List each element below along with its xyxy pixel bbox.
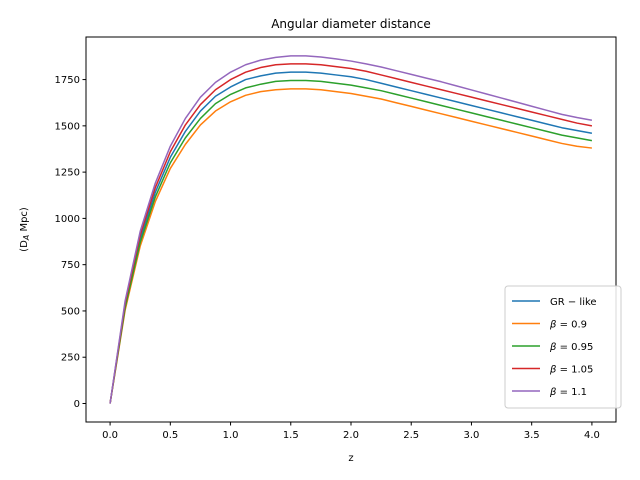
x-tick-label: 0.0: [102, 430, 118, 441]
chart-title: Angular diameter distance: [271, 17, 431, 31]
x-tick-label: 3.5: [524, 430, 540, 441]
legend-label: β = 1.1: [549, 387, 587, 398]
y-tick-label: 0: [74, 399, 80, 410]
x-axis-ticks: 0.0 0.5 1.0 1.5 2.0 2.5 3.0 3.5 4.0: [102, 422, 600, 441]
x-tick-label: 1.0: [223, 430, 239, 441]
series-group: [109, 55, 593, 404]
y-tick-label: 1250: [55, 168, 80, 179]
y-tick-label: 500: [61, 306, 80, 317]
legend-box: [504, 285, 622, 409]
legend-label: β = 0.95: [549, 342, 593, 353]
legend-label: GR − like: [550, 297, 597, 308]
series-line-4: [109, 63, 593, 404]
x-tick-label: 2.0: [343, 430, 359, 441]
legend: GR − like β = 0.9 β = 0.95 β = 1.05 β = 1.1: [504, 285, 622, 409]
y-tick-label: 1750: [55, 75, 80, 86]
x-tick-label: 1.5: [283, 430, 299, 441]
x-tick-label: 3.0: [464, 430, 480, 441]
x-axis-label: z: [348, 453, 353, 464]
legend-label: β = 1.05: [549, 365, 593, 376]
series-line-2: [109, 88, 593, 404]
y-axis-label: (DA Mpc): [19, 207, 31, 252]
x-tick-label: 2.5: [403, 430, 419, 441]
series-line-5: [109, 55, 593, 404]
y-tick-label: 1000: [55, 214, 80, 225]
y-axis-ticks: 0 250 500 750 1000 1250 1500 1750: [55, 75, 86, 410]
series-line-3: [109, 79, 593, 404]
y-tick-label: 250: [61, 353, 80, 364]
x-tick-label: 4.0: [584, 430, 600, 441]
legend-label: β = 0.9: [549, 320, 587, 331]
series-line-1: [109, 71, 593, 404]
y-tick-label: 1500: [55, 121, 80, 132]
y-tick-label: 750: [61, 260, 80, 271]
x-tick-label: 0.5: [162, 430, 178, 441]
